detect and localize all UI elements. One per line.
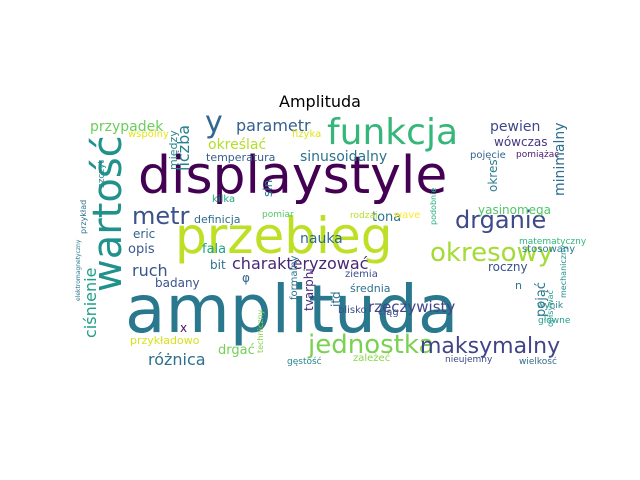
word-12: parametr: [236, 116, 311, 135]
word-60: gęstość: [287, 357, 322, 367]
word-37: drgać: [218, 343, 255, 358]
word-7: drganie: [455, 206, 547, 234]
word-65: formalny: [289, 255, 300, 300]
word-13: przypadek: [90, 119, 164, 135]
word-48: sin: [261, 179, 275, 197]
word-63: matematyczny: [519, 237, 587, 247]
word-23: wówczas: [494, 135, 548, 149]
word-3: przebieg: [175, 207, 393, 265]
word-41: okres: [486, 159, 500, 192]
word-53: n: [515, 279, 522, 292]
word-28: opis: [128, 242, 155, 257]
word-74: techniczny: [256, 309, 265, 353]
word-66: tvarphi: [302, 268, 316, 311]
word-35: roczny: [488, 260, 528, 274]
word-38: przykładowo: [130, 334, 200, 347]
word-51: wave: [394, 210, 421, 221]
word-1: amplituda: [125, 271, 459, 348]
word-21: pewien: [490, 119, 541, 135]
word-40: pomiążać: [516, 150, 560, 160]
word-69: φ: [242, 271, 250, 285]
word-36: średnia: [350, 282, 391, 295]
word-15: sinusoidalny: [300, 149, 388, 165]
word-30: fala: [202, 242, 227, 257]
word-67: itd: [329, 291, 343, 307]
word-55: blisko: [338, 305, 367, 316]
chart-title: Amplituda: [279, 92, 361, 111]
word-32: badany: [155, 276, 200, 290]
word-58: główne: [538, 316, 571, 326]
word-9: maksymalny: [420, 334, 561, 359]
word-50: rodzaj: [350, 211, 378, 221]
word-61: wielkość: [519, 357, 557, 367]
word-24: określać: [208, 137, 267, 153]
word-18: ruch: [132, 261, 168, 280]
word-31: bit: [210, 258, 226, 272]
word-26: nauka: [300, 231, 343, 247]
word-62: nieujemny: [445, 355, 493, 365]
word-47: kilka: [212, 194, 236, 205]
word-25: temperatura: [206, 151, 276, 164]
word-72: opisywać: [546, 290, 555, 327]
word-5: funkcja: [327, 112, 459, 153]
word-11: y: [205, 105, 223, 140]
word-39: pojęcie: [470, 150, 506, 161]
word-29: eric: [133, 227, 156, 241]
word-52: stosowany: [522, 244, 576, 255]
word-27: tona: [372, 210, 402, 225]
word-19: ciśnienie: [81, 267, 100, 338]
word-8: jednostka: [308, 330, 435, 360]
word-46: fizyka: [292, 129, 322, 140]
word-43: między: [167, 130, 180, 170]
word-45: wspólny: [128, 129, 169, 140]
word-44: szczyt: [97, 160, 107, 188]
word-2: displaystyle: [138, 146, 448, 206]
word-57: wynik: [537, 301, 564, 311]
word-16: charakteryzować: [232, 254, 369, 273]
word-73: elektromagnetyczny: [75, 239, 82, 301]
word-33: definicja: [194, 213, 241, 226]
word-6: okresowy: [430, 238, 554, 268]
word-49: pomiar: [262, 210, 294, 220]
word-20: różnica: [148, 350, 206, 369]
word-10: metr: [132, 202, 190, 230]
word-71: podobnie: [429, 187, 438, 225]
word-56: ciąg: [378, 307, 399, 318]
word-68: x: [180, 321, 188, 335]
word-70: przykład: [79, 199, 88, 234]
word-54: ziemia: [345, 269, 378, 280]
word-17: rzeczywisty: [368, 298, 456, 316]
word-59: zależeć: [353, 353, 391, 364]
word-34: yasinomega: [478, 203, 552, 217]
word-64: mechaniczny: [559, 245, 568, 298]
